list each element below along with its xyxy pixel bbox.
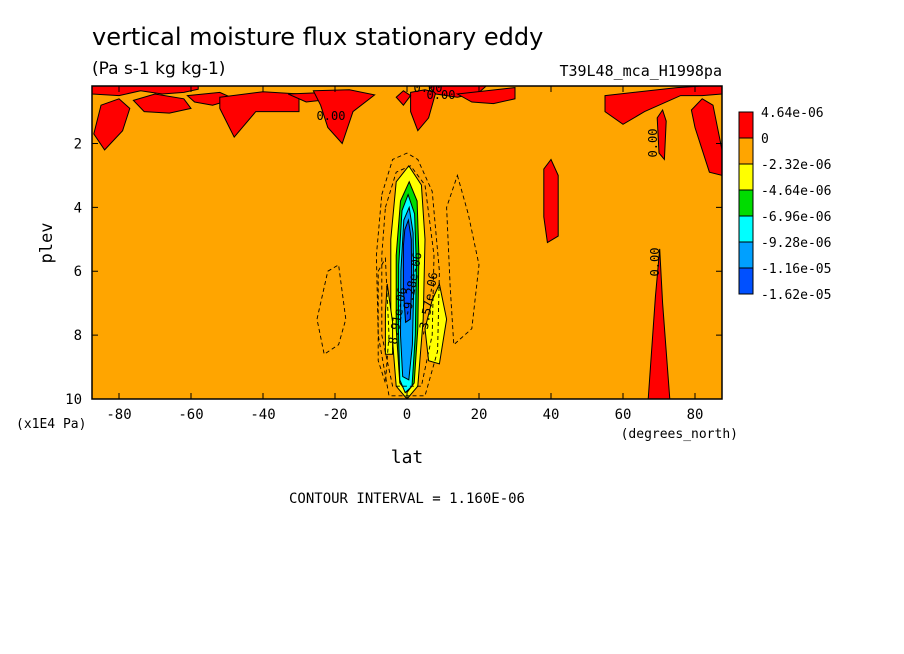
y-axis-label: plev — [37, 223, 57, 264]
y-tick-label-3: 8 — [74, 328, 82, 344]
x-tick-label-0: -80 — [106, 407, 131, 423]
contour-region-0-10 — [395, 90, 412, 106]
y-tick-label-4: 10 — [65, 392, 82, 408]
contour-label-1: 0.00 — [427, 88, 456, 102]
x-axis: -80 -60 -40 -20 0 20 40 60 80 — [106, 86, 703, 423]
x-tick-label-2: -40 — [250, 407, 275, 423]
colorbar-label-3: -4.64e-06 — [761, 184, 831, 199]
dashed-contour-2 — [316, 264, 347, 356]
contour-interval-note: CONTOUR INTERVAL = 1.160E-06 — [289, 491, 525, 507]
contour-label-3: 0.00 — [648, 248, 662, 277]
contour-label-2: 0.00 — [646, 129, 660, 158]
contour-region-0-4 — [219, 91, 300, 139]
y-axis: 2 4 6 8 10 — [65, 136, 722, 408]
dashed-contour-4 — [377, 256, 390, 384]
dashed-contour-3 — [446, 173, 480, 346]
colorbar-box-4 — [738, 215, 754, 243]
contour-label-0: 0.00 — [317, 109, 346, 123]
plot-area: 0.000.000.000.000.00-9.28e-06-3.57e-06-8… — [91, 81, 723, 400]
x-tick-label-5: 20 — [471, 407, 488, 423]
colorbar-label-5: -9.28e-06 — [761, 236, 831, 251]
colorbar-box-6 — [738, 267, 754, 295]
colorbar-box-3 — [738, 189, 754, 217]
y-tick-label-2: 6 — [74, 264, 82, 280]
y-tick-label-0: 2 — [74, 136, 82, 152]
colorbar-box-2 — [738, 163, 754, 191]
contour-region-0-6 — [312, 89, 376, 145]
chart-units: (Pa s-1 kg kg-1) — [92, 59, 225, 79]
x-tick-label-8: 80 — [687, 407, 704, 423]
contour-label-4: 0.00 — [414, 81, 443, 95]
x-axis-label: lat — [391, 447, 424, 468]
x-tick-label-6: 40 — [543, 407, 560, 423]
contour-region-0-9 — [455, 87, 516, 105]
contour-region-0-15 — [647, 248, 671, 399]
x-tick-label-7: 60 — [615, 407, 632, 423]
dashed-contour-0 — [375, 152, 440, 397]
contour-region-5-0 — [402, 218, 413, 324]
x-tick-label-1: -60 — [178, 407, 203, 423]
colorbar-box-5 — [738, 241, 754, 269]
colorbar-label-6: -1.16e-05 — [761, 262, 831, 277]
x-axis-units: (degrees_north) — [621, 427, 738, 442]
colorbar-box-1 — [738, 137, 754, 165]
colorbar-box-0 — [738, 111, 754, 139]
y-axis-units: (x1E4 Pa) — [16, 417, 86, 432]
chart-title: vertical moisture flux stationary eddy — [92, 23, 543, 51]
contour-region-0-14 — [543, 158, 559, 244]
colorbar-label-4: -6.96e-06 — [761, 210, 831, 225]
colorbar-label-7: -1.62e-05 — [761, 288, 831, 303]
colorbar: 4.64e-06 0 -2.32e-06 -4.64e-06 -6.96e-06 -9.2… — [738, 106, 831, 303]
colorbar-label-1: 0 — [761, 132, 769, 147]
x-tick-label-4: 0 — [403, 407, 411, 423]
contour-region-0-13 — [690, 98, 722, 176]
x-tick-label-3: -20 — [322, 407, 347, 423]
y-tick-label-1: 4 — [74, 200, 82, 216]
dataset-label: T39L48_mca_H1998pa — [559, 62, 722, 80]
dashed-contour-1 — [381, 165, 435, 387]
contour-region-0-12 — [656, 108, 667, 161]
colorbar-label-0: 4.64e-06 — [761, 106, 824, 121]
contour-region-0-2 — [132, 93, 192, 114]
contour-region-0-7 — [410, 89, 437, 132]
contour-region-0-1 — [93, 98, 131, 151]
colorbar-label-2: -2.32e-06 — [761, 158, 831, 173]
